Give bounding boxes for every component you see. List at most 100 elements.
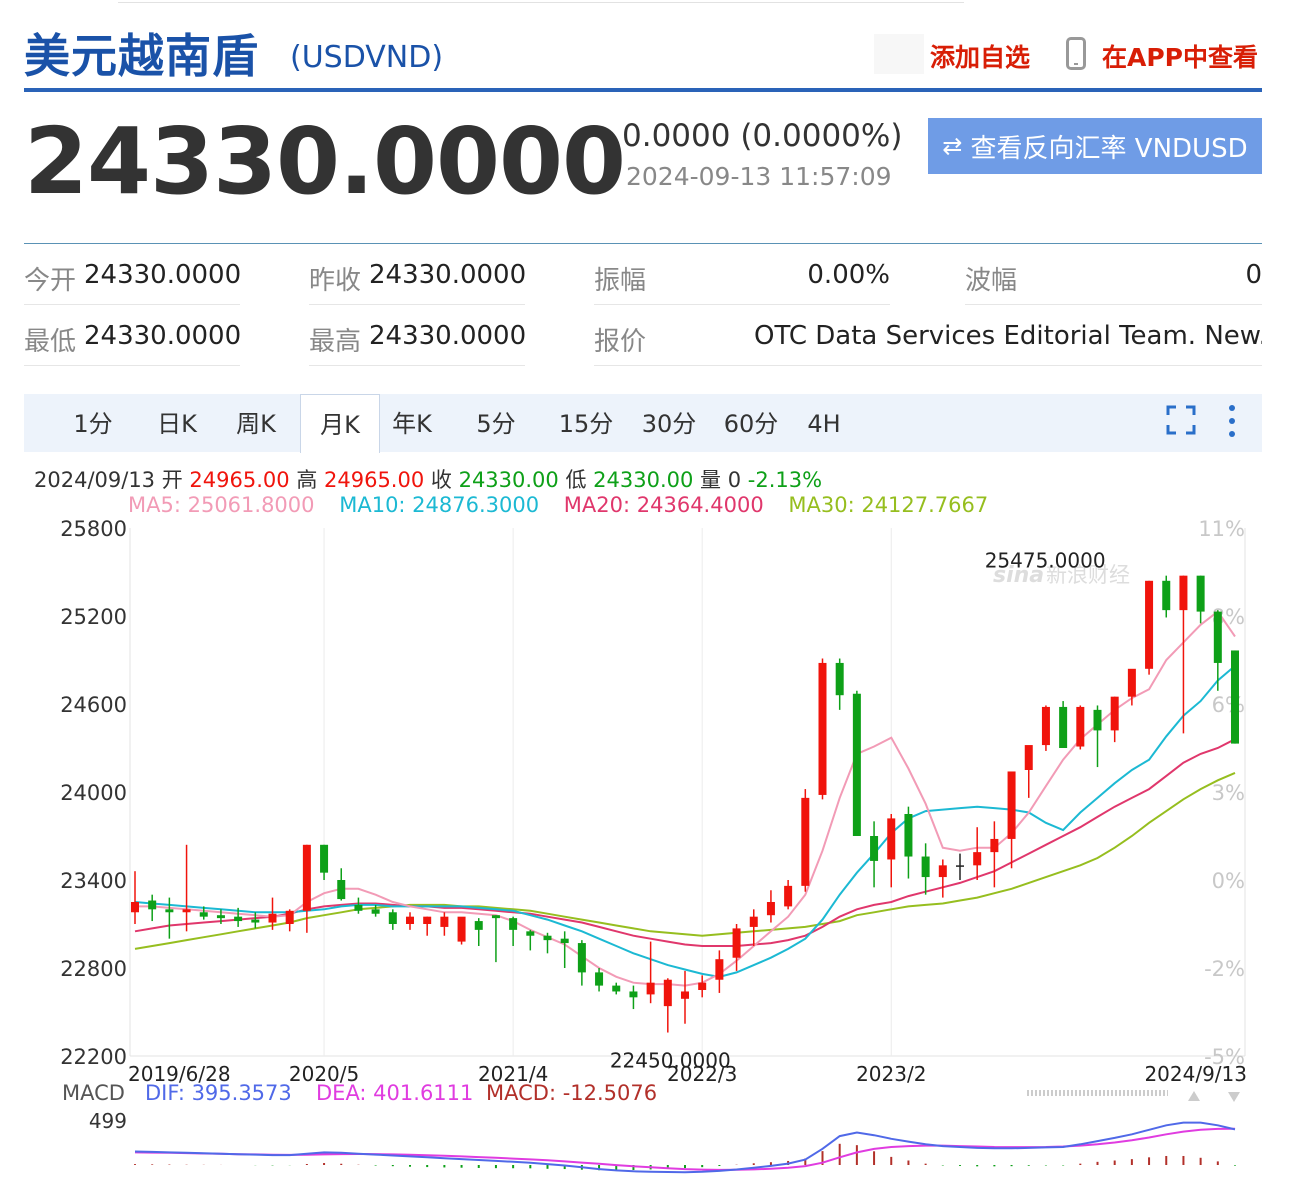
stats-divider — [24, 243, 1262, 244]
high-value: 24330.0000 — [369, 321, 527, 351]
info-close: 24330.00 — [458, 468, 559, 492]
ma5-line — [135, 610, 1236, 987]
candle-body — [337, 880, 346, 900]
tab-月K[interactable]: 月K — [300, 394, 380, 453]
candle-body — [577, 943, 586, 973]
candle-body — [973, 852, 982, 866]
quote-source-value: OTC Data Services Editorial Team. New... — [754, 321, 1262, 351]
candle-body — [629, 991, 638, 998]
period-tabs: 1分 日K 周K 月K 年K 5分 15分 30分 60分 4H — [24, 394, 1262, 453]
view-in-app-button[interactable]: 在APP中查看 — [1102, 43, 1258, 72]
stat-divider — [594, 304, 890, 305]
candle-body — [801, 797, 810, 886]
candle-body — [543, 935, 552, 941]
add-favorite-button[interactable]: 添加自选 — [930, 43, 1031, 72]
tab-30分[interactable]: 30分 — [641, 410, 697, 438]
x-axis-label: 2024/9/13 — [1144, 1062, 1247, 1086]
low-value: 24330.0000 — [84, 321, 242, 351]
info-high-label: 高 — [296, 468, 318, 492]
quote-source-label: 报价 — [594, 327, 647, 357]
x-axis-label: 2023/2 — [856, 1062, 926, 1086]
candle-body — [182, 909, 191, 913]
candle-body — [1162, 580, 1171, 611]
candle-body — [234, 916, 243, 922]
tab-周K[interactable]: 周K — [236, 410, 276, 438]
info-volume-label: 量 — [700, 468, 722, 492]
x-axis-label: 2022/3 — [667, 1062, 737, 1086]
stat-divider — [24, 304, 240, 305]
more-menu-icon[interactable] — [1223, 404, 1241, 438]
tab-日K[interactable]: 日K — [157, 410, 197, 438]
scroll-down-icon — [1228, 1092, 1240, 1102]
dea-legend: DEA: 401.6111 — [316, 1081, 473, 1105]
candle-body — [990, 838, 999, 853]
stat-divider — [24, 365, 240, 366]
info-open-label: 开 — [161, 468, 183, 492]
macd-legend: MACD: -12.5076 — [486, 1081, 657, 1105]
candle-body — [1213, 611, 1222, 663]
tab-1分[interactable]: 1分 — [73, 410, 113, 438]
candle-body — [1093, 709, 1102, 731]
candle-body — [1127, 668, 1136, 697]
candle-body — [354, 904, 363, 911]
candle-body — [784, 885, 793, 907]
info-high: 24965.00 — [324, 468, 425, 492]
y-tick-label: 23400 — [60, 869, 127, 893]
info-open: 24965.00 — [189, 468, 290, 492]
pct-tick-label: 6% — [1212, 693, 1245, 717]
pct-tick-label: 11% — [1198, 517, 1245, 541]
current-price: 24330.0000 — [24, 108, 626, 215]
stat-divider — [309, 304, 525, 305]
info-volume: 0 — [727, 468, 742, 492]
ma20-legend: MA20: 24364.4000 — [563, 493, 764, 517]
pct-tick-label: 3% — [1212, 781, 1245, 805]
stat-divider — [309, 365, 525, 366]
candle-body — [749, 916, 758, 927]
y-tick-label: 24600 — [60, 693, 127, 717]
y-tick-label: 25800 — [60, 517, 127, 541]
candle-body — [663, 979, 672, 1007]
info-change-pct: -2.13% — [747, 468, 823, 492]
candle-body — [320, 844, 329, 873]
dea-line — [134, 1127, 1236, 1171]
tab-60分[interactable]: 60分 — [723, 410, 779, 438]
candle-body — [285, 910, 294, 924]
candle-body — [904, 814, 913, 857]
candle-info-bar: 2024/09/13 开 24965.00 高 24965.00 收 24330… — [34, 464, 822, 494]
stat-divider — [965, 304, 1262, 305]
candle-body — [148, 900, 157, 910]
candle-body — [199, 912, 208, 917]
candle-body — [371, 909, 380, 914]
sina-watermark: sina — [993, 563, 1044, 588]
swap-icon: ⇄ — [942, 132, 963, 160]
candle-body — [921, 856, 930, 878]
info-low: 24330.00 — [593, 468, 694, 492]
top-border — [118, 0, 964, 3]
candle-body — [440, 916, 449, 927]
tab-4H[interactable]: 4H — [807, 410, 841, 438]
reverse-rate-button[interactable]: ⇄ 查看反向汇率 VNDUSD — [928, 118, 1262, 174]
ma30-line — [134, 771, 1236, 950]
amplitude-value: 0.00% — [807, 260, 890, 290]
candle-body — [595, 972, 604, 986]
candle-body — [887, 818, 896, 860]
ma10-legend: MA10: 24876.3000 — [339, 493, 540, 517]
quote-timestamp: 2024-09-13 11:57:09 — [626, 162, 892, 191]
ma-legend: MA5: 25061.8000 MA10: 24876.3000 MA20: 2… — [128, 493, 988, 517]
candle-body — [1059, 706, 1068, 748]
candle-body — [1231, 650, 1239, 744]
header-divider — [24, 88, 1262, 92]
open-label: 今开 — [24, 266, 77, 296]
candle-body — [766, 902, 775, 916]
candle-body — [268, 913, 277, 923]
candle-body — [1196, 575, 1205, 612]
kline-chart[interactable]: 25800 11%25200 8%24600 6%24000 3%23400 0%2280… — [0, 515, 1295, 1181]
tab-5分[interactable]: 5分 — [476, 410, 516, 438]
fullscreen-icon[interactable] — [1166, 405, 1196, 435]
candle-body — [1024, 745, 1033, 770]
x-axis-label: 2020/5 — [289, 1062, 359, 1086]
candle-body — [698, 982, 707, 990]
y-tick-label: 22800 — [60, 957, 127, 981]
tab-年K[interactable]: 年K — [392, 410, 432, 438]
tab-15分[interactable]: 15分 — [558, 410, 614, 438]
